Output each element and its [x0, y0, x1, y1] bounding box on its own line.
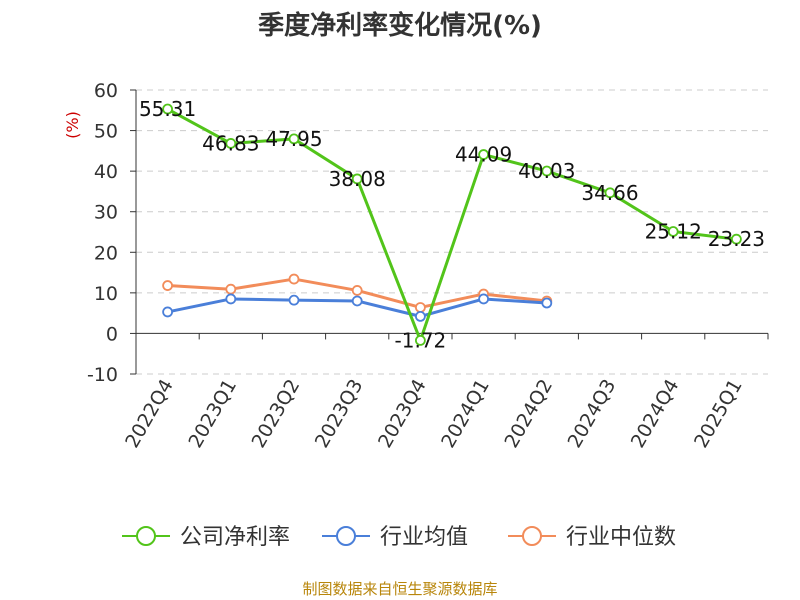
- data-point[interactable]: [351, 295, 363, 307]
- x-tick-label: 2022Q4: [121, 376, 178, 452]
- data-label: 55.31: [139, 97, 196, 121]
- data-point[interactable]: [225, 138, 237, 149]
- data-point[interactable]: [225, 283, 237, 295]
- data-point[interactable]: [414, 310, 426, 322]
- x-tick-label: 2024Q1: [437, 376, 494, 452]
- data-point[interactable]: [541, 297, 553, 309]
- x-tick-label: 2024Q4: [627, 376, 684, 452]
- data-label: 47.95: [265, 127, 322, 151]
- data-point[interactable]: [414, 302, 426, 313]
- legend-item[interactable]: 行业中位数: [508, 525, 676, 550]
- y-tick-label: 20: [94, 242, 118, 264]
- legend-label: 行业均值: [380, 525, 468, 550]
- data-label: 34.66: [581, 181, 638, 205]
- y-tick-label: 40: [94, 161, 118, 183]
- y-tick-label: 50: [94, 121, 118, 143]
- y-tick-label: 60: [94, 80, 118, 102]
- legend[interactable]: 公司净利率 行业均值 行业中位数: [122, 525, 676, 550]
- source-note: 制图数据来自恒生聚源数据库: [302, 580, 497, 598]
- data-point[interactable]: [478, 293, 490, 305]
- data-label: 44.09: [455, 143, 512, 167]
- y-tick-label: -10: [87, 364, 118, 386]
- x-tick-label: 2025Q1: [690, 376, 747, 452]
- series-1: [162, 293, 553, 322]
- x-tick-label: 2023Q3: [311, 376, 368, 452]
- x-tick-label: 2024Q3: [564, 376, 621, 452]
- data-label: 46.83: [202, 131, 259, 155]
- y-tick-label: 10: [94, 283, 118, 305]
- data-label: 25.12: [645, 220, 702, 244]
- series-group: [162, 103, 742, 346]
- data-point[interactable]: [162, 280, 174, 291]
- data-point[interactable]: [414, 335, 426, 346]
- legend-label: 公司净利率: [180, 525, 290, 550]
- data-point[interactable]: [162, 103, 174, 115]
- data-point[interactable]: [478, 149, 490, 160]
- y-axis-label: (%): [63, 111, 82, 139]
- data-point[interactable]: [351, 173, 363, 185]
- series-0: [162, 103, 742, 346]
- legend-item[interactable]: 行业均值: [322, 525, 468, 550]
- x-tick-label: 2024Q2: [500, 376, 557, 452]
- data-point[interactable]: [731, 233, 742, 245]
- x-tick-label: 2023Q2: [248, 376, 305, 452]
- data-point[interactable]: [288, 294, 300, 306]
- data-point[interactable]: [541, 165, 553, 177]
- data-point[interactable]: [604, 187, 616, 199]
- data-point[interactable]: [225, 293, 237, 305]
- legend-item[interactable]: 公司净利率: [122, 525, 290, 550]
- data-label: -1.72: [395, 328, 447, 352]
- y-tick-label: 30: [94, 202, 118, 224]
- x-tick-label: 2023Q4: [374, 376, 431, 452]
- data-point[interactable]: [667, 226, 679, 237]
- data-label: 40.03: [518, 159, 575, 183]
- legend-swatch-marker: [336, 526, 356, 546]
- y-tick-label: 0: [106, 323, 118, 345]
- data-label: 38.08: [329, 167, 386, 191]
- chart-title: 季度净利率变化情况(%): [258, 10, 542, 41]
- data-label: 23.23: [708, 227, 765, 251]
- legend-label: 行业中位数: [566, 525, 676, 550]
- legend-swatch-marker: [522, 526, 542, 546]
- data-point[interactable]: [288, 133, 300, 145]
- legend-swatch-marker: [136, 526, 156, 546]
- series-line: [166, 107, 737, 342]
- data-point[interactable]: [162, 306, 174, 318]
- x-tick-label: 2023Q1: [184, 376, 241, 452]
- data-point[interactable]: [288, 273, 300, 285]
- data-point[interactable]: [351, 285, 363, 296]
